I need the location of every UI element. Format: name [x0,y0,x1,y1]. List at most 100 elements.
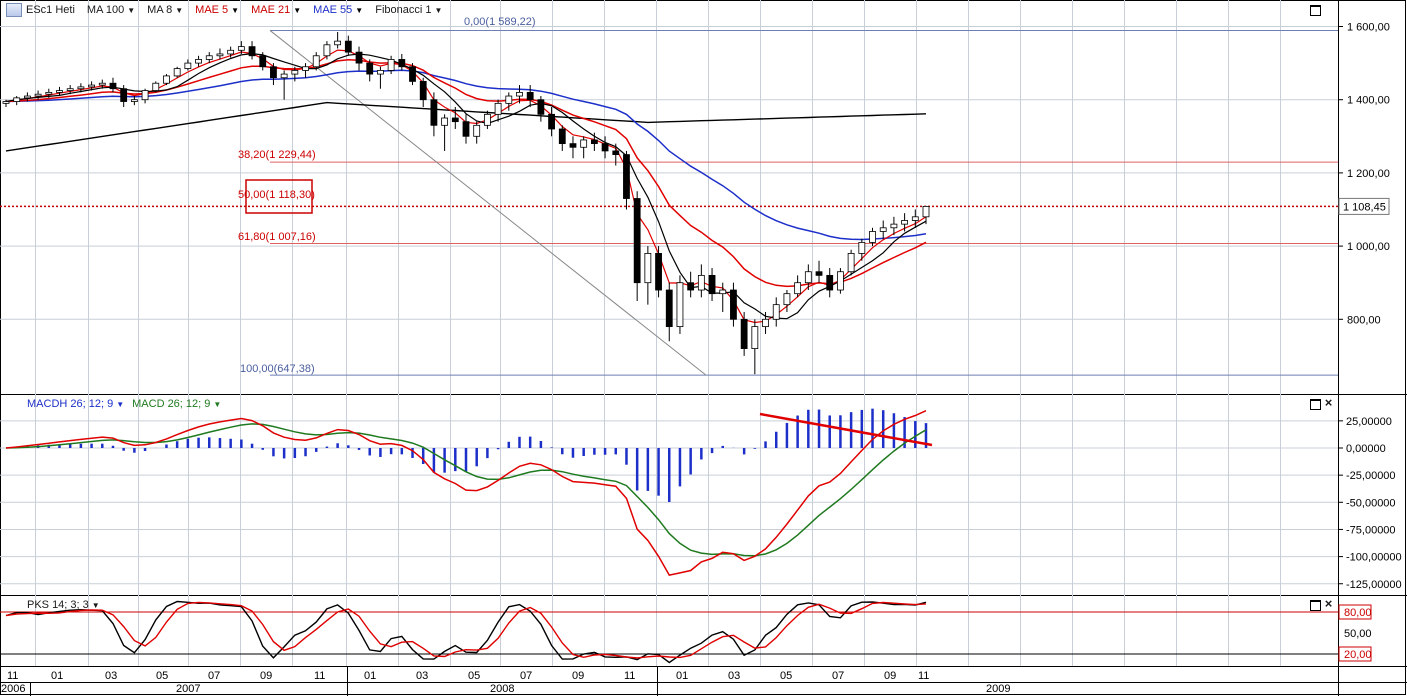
month-tick-label: 05 [468,670,480,682]
candle-body [77,86,85,90]
caret-down-icon: ▼ [293,5,302,15]
candle-body [516,91,523,97]
legend-item-ma100[interactable]: MA 100 ▼ [87,4,135,16]
candle-body [419,81,427,101]
candle-body [173,68,181,77]
stoch-level-box [1338,604,1372,620]
month-tick-label: 07 [520,670,532,682]
macd-legend: MACDH 26; 12; 9 ▼ MACD 26; 12; 9 ▼ [27,398,229,410]
caret-down-icon: ▼ [175,5,184,15]
caret-down-icon: ▼ [127,5,136,15]
candle-body [451,117,459,123]
maximize-icon[interactable] [1310,399,1321,410]
price-tick-label: 1 600,00 [1347,22,1390,34]
month-tick-label: 11 [918,670,929,682]
candle-body [687,282,695,291]
candle-body [227,49,235,55]
legend-label: MAE 21 [251,4,291,16]
candle-body [302,66,309,71]
caret-down-icon: ▼ [91,600,100,610]
candle-body [120,88,128,102]
month-tick-label: 09 [572,670,584,682]
stoch-tick-label: 50,00 [1344,628,1372,640]
fib-level-label: 61,80(1 007,16) [238,231,316,243]
candle-layer [2,31,930,375]
stoch-d-line [5,601,927,659]
candle-body [13,97,21,102]
legend-item-pks[interactable]: PKS 14; 3; 3 ▼ [27,599,100,611]
main-legend: ESc1 Heti MA 100 ▼ MA 8 ▼ MAE 5 ▼ MAE 21 ▼ M… [6,2,454,18]
maximize-icon[interactable] [1310,600,1321,611]
month-tick-label: 01 [676,670,688,682]
close-icon[interactable]: × [1324,395,1333,410]
legend-item-macd[interactable]: MACD 26; 12; 9 ▼ [132,398,221,410]
candle-body [740,318,748,349]
candle-body [901,220,909,225]
candle-body [462,121,470,137]
month-tick-label: 03 [105,670,117,682]
candle-body [697,274,705,291]
candle-body [377,70,384,75]
candle-body [280,73,288,79]
legend-item-mae21[interactable]: MAE 21 ▼ [251,4,301,16]
legend-item-fibonacci[interactable]: Fibonacci 1 ▼ [375,4,442,16]
stoch-k-line [5,600,927,664]
candle-body [88,84,95,88]
month-tick-label: 05 [156,670,168,682]
candle-body [708,274,716,295]
price-tick-label: 1 400,00 [1347,95,1390,107]
candle-body [911,216,919,221]
symbol-legend-item[interactable]: ESc1 Heti [6,3,75,17]
candle-body [184,62,192,69]
candle-body [216,53,224,57]
candle-body [291,70,299,75]
candle-body [237,46,245,51]
candle-body [783,293,791,306]
candle-body [580,139,588,148]
candle-body [869,231,876,243]
legend-item-macdh[interactable]: MACDH 26; 12; 9 ▼ [27,398,124,410]
candle-body [409,66,416,82]
stoch-tick-label: 20,00 [1344,649,1372,661]
maximize-icon[interactable] [1310,5,1321,16]
year-label: 2009 [986,683,1010,695]
candle-body [344,40,352,53]
candle-body [665,289,673,328]
legend-item-mae55[interactable]: MAE 55 ▼ [313,4,363,16]
legend-item-mae5[interactable]: MAE 5 ▼ [195,4,239,16]
candle-body [56,90,63,93]
candle-body [826,274,834,291]
candle-body [890,223,898,229]
mae55-line [5,69,927,241]
legend-label: Fibonacci 1 [375,4,432,16]
candle-body [312,55,320,68]
candle-body [23,95,31,99]
candle-body [430,99,438,126]
ma100-line [5,101,927,152]
candle-body [644,253,652,284]
macd-tick-label: -125,00000 [1346,579,1402,591]
candle-body [837,271,844,291]
candle-body [66,88,74,91]
legend-item-ma8[interactable]: MA 8 ▼ [147,4,183,16]
macd-tick-label: -25,00000 [1346,470,1396,482]
stoch-tick-label: 80,00 [1344,607,1372,619]
candle-body [366,62,374,75]
close-icon[interactable]: × [1324,596,1333,611]
month-tick-label: 01 [364,670,376,682]
candle-body [558,128,566,145]
candle-body [205,55,213,60]
legend-label: PKS 14; 3; 3 [27,599,89,611]
series-icon [6,3,22,17]
candle-body [730,289,737,320]
candle-body [387,59,395,71]
candle-body [815,271,823,276]
price-tick-label: 1 000,00 [1347,241,1390,253]
candle-body [655,253,662,291]
stochastic-layer [0,600,1338,664]
last-price-label: 1 108,45 [1343,201,1386,213]
candle-body [141,90,149,101]
legend-label: MACDH 26; 12; 9 [27,398,114,410]
